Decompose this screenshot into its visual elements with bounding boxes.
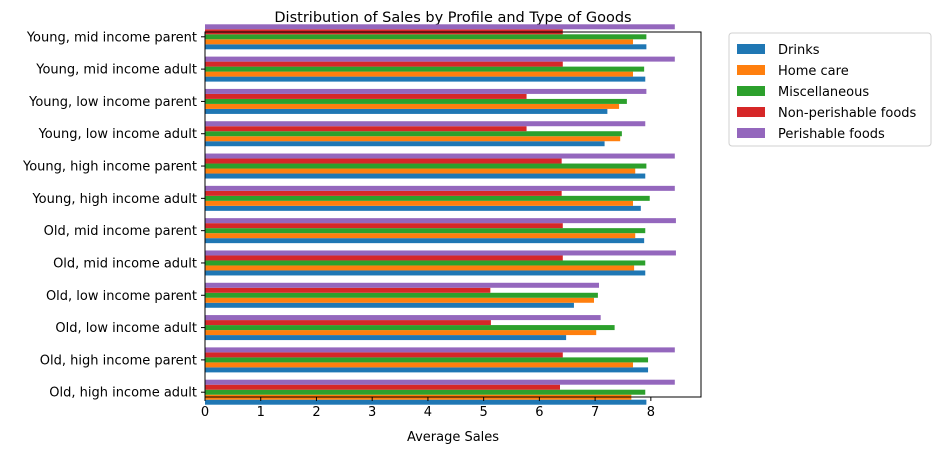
legend-label-miscellaneous: Miscellaneous (778, 85, 869, 100)
legend-swatch-perishable-foods (737, 128, 765, 138)
bar-perishable-foods (205, 282, 600, 288)
bar-drinks (205, 335, 567, 341)
legend: Drinks Home care Miscellaneous Non-perishab… (728, 32, 932, 147)
chart-title: Distribution of Sales by Profile and Typ… (274, 10, 631, 26)
bar-home-care (205, 103, 620, 109)
bar-non-perishable-foods (205, 190, 562, 196)
y-tick-label: Young, high income adult (31, 192, 197, 207)
bar-perishable-foods (205, 153, 675, 159)
legend-swatch-miscellaneous (737, 86, 765, 96)
bar-perishable-foods (205, 250, 676, 256)
y-tick-label: Young, low income adult (38, 127, 197, 142)
bar-home-care (205, 330, 597, 336)
legend-label-drinks: Drinks (778, 43, 820, 58)
bar-miscellaneous (205, 325, 615, 331)
bar-home-care (205, 297, 594, 303)
bar-miscellaneous (205, 131, 622, 137)
legend-swatch-drinks (737, 44, 765, 54)
x-tick-label: 2 (312, 405, 320, 420)
legend-swatch-non-perishable-foods (737, 107, 765, 117)
legend-label-non-perishable-foods: Non-perishable foods (778, 106, 917, 121)
bar-home-care (205, 39, 634, 45)
bar-non-perishable-foods (205, 158, 562, 164)
y-tick-label: Old, mid income parent (44, 224, 197, 239)
legend-box (728, 32, 932, 147)
legend-swatch-home-care (737, 65, 765, 75)
y-tick-label: Old, high income parent (40, 353, 197, 368)
bar-miscellaneous (205, 195, 650, 201)
bar-drinks (205, 302, 574, 308)
y-tick-label: Young, mid income parent (26, 30, 197, 45)
bar-perishable-foods (205, 88, 647, 94)
bar-drinks (205, 173, 646, 179)
x-tick-label: 3 (368, 405, 376, 420)
bar-drinks (205, 141, 605, 147)
y-tick-label: Old, low income parent (46, 289, 197, 304)
bar-perishable-foods (205, 347, 675, 353)
x-tick-label: 5 (480, 405, 488, 420)
bar-home-care (205, 136, 621, 142)
bar-drinks (205, 238, 645, 244)
y-tick-label: Old, high income adult (49, 386, 197, 401)
bar-miscellaneous (205, 34, 647, 40)
bar-home-care (205, 200, 634, 206)
bar-drinks (205, 205, 641, 211)
bar-miscellaneous (205, 389, 646, 395)
bar-miscellaneous (205, 163, 647, 169)
y-tick-label: Young, low income parent (28, 95, 197, 110)
plot-area: Old, high income adult Old, high income p… (22, 24, 702, 420)
axes-frame (204, 31, 702, 398)
bar-perishable-foods (205, 218, 676, 224)
bar-perishable-foods (205, 24, 675, 30)
bar-miscellaneous (205, 66, 645, 72)
bar-home-care (205, 233, 636, 239)
bar-miscellaneous (205, 292, 598, 298)
bar-miscellaneous (205, 260, 646, 266)
x-tick-label: 1 (257, 405, 265, 420)
bar-perishable-foods (205, 185, 675, 191)
x-tick-label: 0 (201, 405, 209, 420)
x-tick-label: 8 (647, 405, 655, 420)
bar-non-perishable-foods (205, 223, 563, 229)
bar-perishable-foods (205, 379, 675, 385)
x-tick-label: 4 (424, 405, 432, 420)
bar-drinks (205, 399, 647, 405)
bar-non-perishable-foods (205, 352, 563, 358)
y-tick-label: Old, low income adult (55, 321, 197, 336)
bar-home-care (205, 168, 636, 174)
bar-miscellaneous (205, 228, 646, 234)
bar-perishable-foods (205, 315, 601, 321)
legend-label-perishable-foods: Perishable foods (778, 127, 885, 142)
x-tick-label: 7 (591, 405, 599, 420)
bar-non-perishable-foods (205, 93, 527, 99)
bar-non-perishable-foods (205, 255, 563, 261)
bar-miscellaneous (205, 98, 627, 104)
bar-perishable-foods (205, 121, 646, 127)
x-axis-label: Average Sales (407, 430, 499, 445)
y-tick-label: Young, high income parent (22, 160, 197, 175)
bar-drinks (205, 367, 649, 373)
bar-drinks (205, 108, 608, 114)
bar-non-perishable-foods (205, 126, 527, 132)
bar-home-care (205, 265, 635, 271)
bar-non-perishable-foods (205, 61, 563, 67)
bar-drinks (205, 76, 646, 82)
bar-home-care (205, 71, 634, 77)
bar-non-perishable-foods (205, 384, 561, 390)
bar-drinks (205, 270, 646, 276)
legend-label-home-care: Home care (778, 64, 849, 79)
x-tick-label: 6 (535, 405, 543, 420)
bar-perishable-foods (205, 56, 675, 62)
y-tick-label: Young, mid income adult (35, 63, 197, 78)
bar-non-perishable-foods (205, 320, 491, 326)
y-tick-label: Old, mid income adult (53, 256, 197, 271)
bar-drinks (205, 44, 647, 50)
bar-home-care (205, 362, 634, 368)
bar-non-perishable-foods (205, 287, 491, 293)
bar-miscellaneous (205, 357, 649, 363)
